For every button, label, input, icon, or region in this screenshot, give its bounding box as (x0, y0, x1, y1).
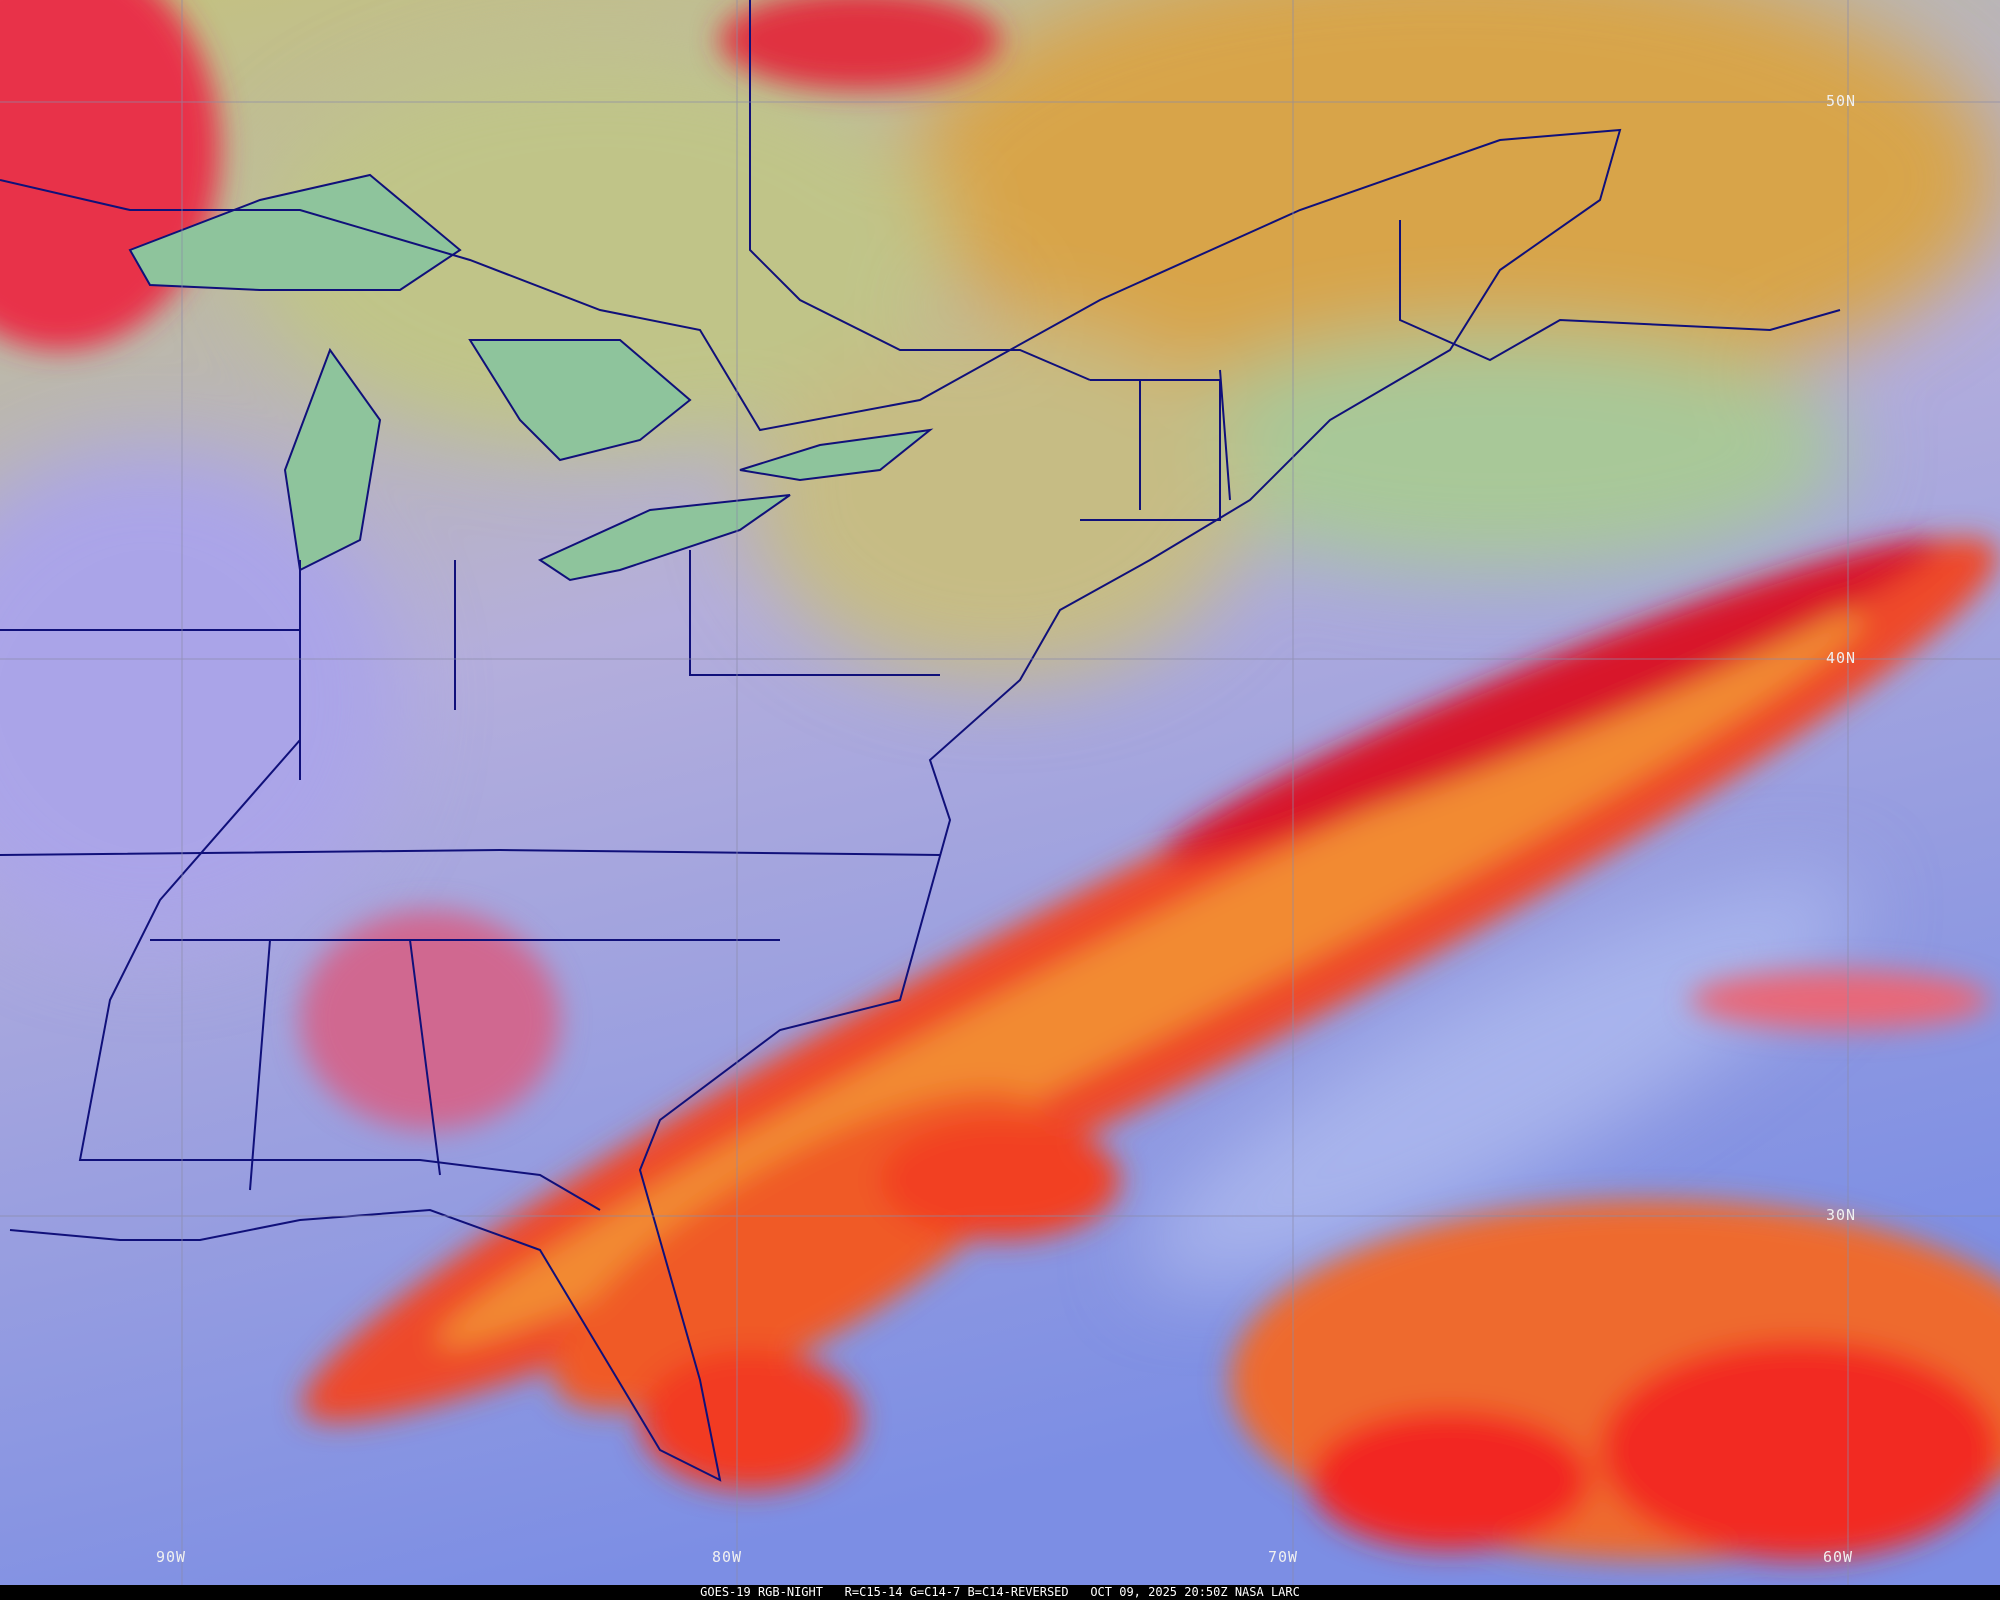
caption-satellite: GOES-19 RGB-NIGHT (700, 1585, 823, 1599)
caption-channels: R=C15-14 G=C14-7 B=C14-REVERSED (844, 1585, 1069, 1599)
lon-label-80w: 80W (712, 1548, 743, 1566)
image-caption: GOES-19 RGB-NIGHT R=C15-14 G=C14-7 B=C14… (0, 1585, 2000, 1600)
lat-label-40n: 40N (1826, 649, 1857, 667)
lon-label-90w: 90W (156, 1548, 187, 1566)
caption-timestamp: OCT 09, 2025 20:50Z NASA LARC (1090, 1585, 1300, 1599)
lat-label-30n: 30N (1826, 1206, 1857, 1224)
lon-label-60w: 60W (1823, 1548, 1854, 1566)
lat-label-50n: 50N (1826, 92, 1857, 110)
lon-label-70w: 70W (1268, 1548, 1299, 1566)
